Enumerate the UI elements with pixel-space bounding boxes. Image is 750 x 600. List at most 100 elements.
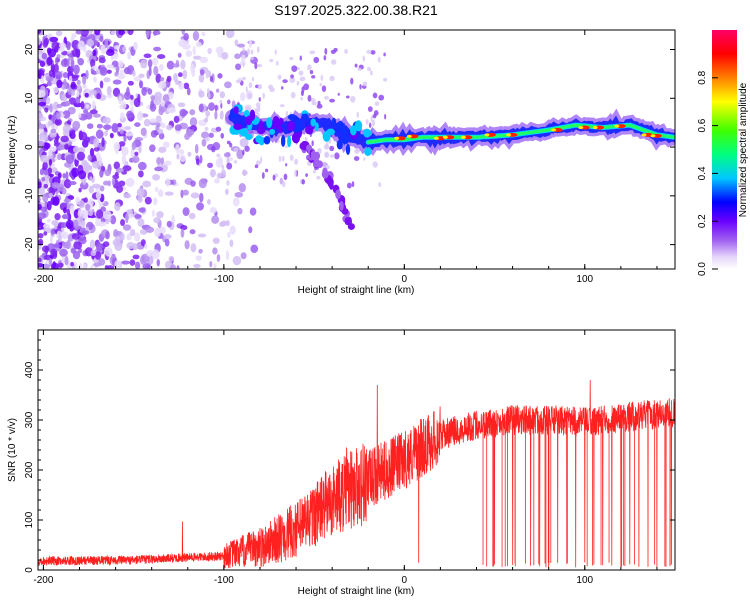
noise-speckle — [188, 212, 196, 220]
noise-speckle — [60, 135, 69, 143]
snr-x-ticks: -200 -100 0 100 — [33, 330, 658, 586]
spectrogram-y-label: Frequency (Hz) — [7, 116, 18, 185]
noise-speckle — [244, 145, 250, 152]
noise-speckle — [66, 208, 71, 215]
noise-speckle — [38, 50, 43, 55]
noise-speckle — [226, 156, 230, 165]
noise-speckle — [225, 220, 230, 227]
noise-speckle — [192, 46, 196, 56]
noise-speckle — [61, 214, 69, 220]
noise-speckle — [40, 206, 48, 213]
ridge-hotspot-edge — [442, 135, 448, 139]
noise-speckle — [98, 57, 106, 64]
noise-speckle — [199, 155, 203, 164]
noise-speckle — [106, 85, 112, 96]
noise-speckle — [168, 255, 175, 262]
noise-speckle — [62, 72, 69, 79]
noise-speckle — [70, 81, 76, 90]
noise-speckle — [58, 233, 62, 243]
noise-speckle — [235, 79, 242, 84]
noise-speckle — [86, 88, 91, 94]
noise-speckle — [38, 128, 45, 134]
noise-speckle — [344, 48, 348, 54]
noise-speckle — [54, 213, 61, 221]
snr-y-tick-label: 0 — [24, 567, 35, 573]
spectrogram-y-ticks: 20 10 0 -10 -20 — [24, 44, 675, 252]
noise-speckle — [158, 80, 167, 89]
noise-speckle — [78, 187, 82, 193]
noise-speckle — [42, 131, 48, 141]
noise-speckle — [120, 219, 126, 227]
ridge-blob — [294, 125, 303, 133]
ridge-hotspot-edge — [551, 128, 557, 132]
noise-speckle — [114, 45, 120, 50]
noise-speckle — [383, 52, 386, 57]
noise-speckle — [212, 237, 220, 244]
noise-speckle — [166, 220, 172, 228]
noise-speckle — [140, 239, 146, 247]
noise-speckle — [290, 91, 296, 99]
noise-speckle — [201, 138, 207, 147]
noise-speckle — [94, 30, 101, 36]
noise-speckle — [126, 242, 135, 250]
noise-speckle — [359, 83, 362, 90]
spectrogram-x-tick-label: 0 — [402, 274, 408, 285]
noise-speckle — [94, 251, 102, 260]
noise-speckle — [123, 91, 131, 101]
noise-speckle — [91, 100, 96, 109]
noise-speckle — [52, 196, 60, 206]
noise-speckle — [71, 167, 79, 178]
noise-speckle — [274, 49, 277, 55]
noise-speckle — [138, 73, 145, 78]
noise-speckle — [70, 129, 76, 136]
ridge-blob — [243, 110, 250, 118]
noise-speckle — [77, 83, 81, 90]
noise-speckle — [72, 219, 79, 229]
noise-speckle — [179, 154, 186, 163]
noise-speckle — [198, 248, 203, 254]
noise-speckle — [106, 265, 115, 269]
ridge-blob — [305, 125, 314, 135]
noise-speckle — [370, 115, 373, 122]
noise-speckle — [156, 157, 162, 165]
noise-speckle — [76, 151, 86, 161]
noise-speckle — [73, 102, 83, 108]
noise-speckle — [96, 123, 103, 129]
noise-speckle — [73, 241, 83, 250]
ridge-blob — [266, 117, 273, 129]
noise-speckle — [201, 31, 206, 37]
noise-speckle — [60, 227, 65, 232]
snr-x-tick-label: 100 — [576, 575, 593, 586]
noise-speckle — [118, 95, 123, 105]
spectrogram-ridge — [224, 104, 675, 230]
noise-speckle — [38, 90, 46, 98]
noise-speckle — [228, 157, 233, 162]
noise-speckle — [89, 239, 96, 250]
noise-speckle — [247, 48, 251, 55]
noise-speckle — [114, 171, 119, 177]
noise-speckle — [71, 233, 80, 240]
noise-speckle — [102, 210, 112, 220]
noise-speckle — [307, 94, 312, 102]
noise-speckle — [209, 75, 214, 83]
noise-speckle — [147, 59, 153, 68]
noise-speckle — [92, 113, 101, 118]
noise-speckle — [134, 151, 139, 157]
noise-speckle — [96, 93, 102, 100]
noise-speckle — [138, 146, 142, 154]
noise-speckle — [132, 254, 140, 260]
colorbar-gradient — [712, 30, 737, 269]
noise-speckle — [134, 214, 142, 219]
noise-speckle — [142, 180, 152, 188]
noise-speckle — [378, 182, 382, 187]
branch-blob — [335, 189, 341, 200]
noise-speckle — [248, 82, 253, 89]
noise-speckle — [190, 243, 197, 253]
noise-speckle — [153, 217, 161, 224]
noise-speckle — [118, 180, 126, 187]
noise-speckle — [303, 83, 310, 91]
noise-speckle — [289, 154, 294, 161]
noise-speckle — [127, 30, 134, 36]
spectrogram-x-label: Height of straight line (km) — [298, 285, 415, 296]
noise-speckle — [140, 59, 148, 69]
